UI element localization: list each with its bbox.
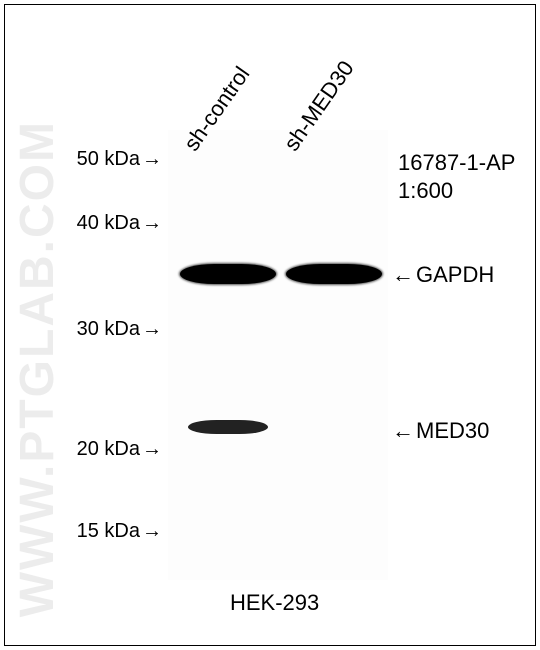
arrow-right-icon: →	[142, 318, 162, 341]
band-GAPDH-control	[180, 264, 276, 284]
band-MED30-control	[188, 420, 268, 434]
arrow-left-icon: ←	[392, 262, 414, 288]
mw-label-1: 40 kDa→	[77, 212, 162, 235]
band-label-gapdh: ←GAPDH	[392, 262, 494, 288]
mw-label-0: 50 kDa→	[77, 148, 162, 171]
arrow-right-icon: →	[142, 438, 162, 461]
sample-label: HEK-293	[230, 590, 319, 616]
arrow-right-icon: →	[142, 212, 162, 235]
antibody-id: 16787-1-AP	[398, 150, 515, 176]
band-GAPDH-MED30	[286, 264, 382, 284]
arrow-left-icon: ←	[392, 418, 414, 444]
arrow-right-icon: →	[142, 148, 162, 171]
blot-area	[168, 130, 388, 580]
mw-label-4: 15 kDa→	[77, 520, 162, 543]
mw-label-2: 30 kDa→	[77, 318, 162, 341]
figure-container: { "figure": { "frame": { "left": 4, "top…	[0, 0, 540, 650]
mw-label-3: 20 kDa→	[77, 438, 162, 461]
arrow-right-icon: →	[142, 520, 162, 543]
antibody-dilution: 1:600	[398, 178, 453, 204]
band-label-med30: ←MED30	[392, 418, 489, 444]
